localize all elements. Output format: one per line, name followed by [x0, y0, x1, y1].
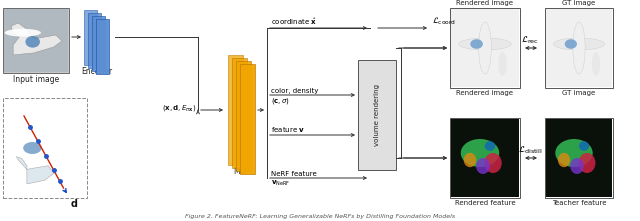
Bar	[545, 8, 613, 88]
Text: Figure 2. FeatureNeRF: Learning Generalizable NeRFs by Distilling Foundation Mod: Figure 2. FeatureNeRF: Learning Generali…	[185, 214, 455, 219]
Ellipse shape	[564, 39, 577, 49]
Text: feature $\mathbf{v}$: feature $\mathbf{v}$	[271, 125, 305, 134]
Text: $(\mathbf{c}, \sigma)$: $(\mathbf{c}, \sigma)$	[271, 96, 290, 106]
Ellipse shape	[579, 141, 589, 151]
Text: Encoder: Encoder	[81, 67, 112, 76]
Ellipse shape	[570, 158, 584, 174]
Bar	[92, 16, 105, 71]
Bar	[4, 9, 68, 72]
Text: $\mathbf{d}$: $\mathbf{d}$	[70, 197, 79, 209]
Ellipse shape	[592, 52, 600, 76]
Text: $(\mathbf{x}, \mathbf{d}, E_{\pi\mathbf{x}})$: $(\mathbf{x}, \mathbf{d}, E_{\pi\mathbf{…	[162, 103, 196, 113]
Text: GT image: GT image	[563, 0, 596, 6]
Ellipse shape	[558, 153, 570, 167]
Text: Rendered image: Rendered image	[456, 0, 513, 6]
Bar	[450, 118, 520, 198]
Polygon shape	[17, 157, 54, 184]
Ellipse shape	[556, 139, 593, 167]
Text: coordinate $\hat{\mathbf{x}}$: coordinate $\hat{\mathbf{x}}$	[271, 17, 317, 27]
Text: $\mathcal{L}_{\mathrm{rec}}$: $\mathcal{L}_{\mathrm{rec}}$	[521, 35, 539, 46]
Bar	[3, 98, 87, 198]
Text: Rendered image: Rendered image	[456, 90, 513, 96]
Bar	[88, 13, 101, 68]
Bar	[228, 55, 243, 165]
Text: $\mathcal{L}_{\mathrm{distill}}$: $\mathcal{L}_{\mathrm{distill}}$	[518, 145, 542, 156]
Text: Rendered feature: Rendered feature	[454, 200, 515, 206]
Ellipse shape	[579, 153, 595, 173]
Ellipse shape	[470, 39, 483, 49]
Bar	[358, 60, 396, 170]
Ellipse shape	[26, 36, 40, 48]
Bar	[96, 19, 109, 74]
Text: NeRF feature: NeRF feature	[271, 171, 317, 177]
Bar	[236, 61, 251, 171]
Ellipse shape	[476, 158, 490, 174]
Text: $\mathbf{v}_{\mathrm{NeRF}}$: $\mathbf{v}_{\mathrm{NeRF}}$	[271, 179, 291, 188]
Bar	[546, 9, 612, 87]
Text: Input image: Input image	[13, 75, 59, 84]
Ellipse shape	[484, 153, 502, 173]
Ellipse shape	[573, 22, 585, 74]
Text: color, density: color, density	[271, 88, 318, 94]
Ellipse shape	[4, 29, 41, 37]
Text: volume rendering: volume rendering	[374, 84, 380, 146]
Bar	[3, 8, 69, 73]
Bar	[451, 9, 519, 87]
Text: MLP: MLP	[234, 167, 249, 176]
Ellipse shape	[23, 142, 42, 154]
Text: GT image: GT image	[563, 90, 596, 96]
Ellipse shape	[461, 139, 499, 167]
Bar	[450, 8, 520, 88]
Bar	[546, 119, 612, 197]
Bar	[84, 10, 97, 65]
Bar	[240, 64, 255, 174]
Bar	[451, 119, 519, 197]
Ellipse shape	[464, 153, 476, 167]
Ellipse shape	[484, 141, 495, 151]
Ellipse shape	[479, 22, 492, 74]
Polygon shape	[11, 23, 62, 55]
Bar	[545, 118, 613, 198]
Text: $\mathcal{L}_{\mathrm{coord}}$: $\mathcal{L}_{\mathrm{coord}}$	[432, 15, 456, 27]
Bar	[232, 58, 247, 168]
Ellipse shape	[499, 52, 507, 76]
Ellipse shape	[459, 38, 511, 50]
Ellipse shape	[554, 38, 605, 50]
Text: Teacher feature: Teacher feature	[552, 200, 606, 206]
